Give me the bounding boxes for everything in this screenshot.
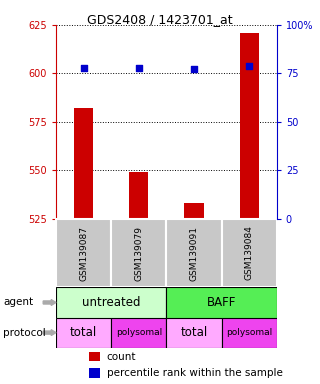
Bar <box>74 108 93 218</box>
Text: polysomal: polysomal <box>116 328 162 337</box>
Text: count: count <box>107 352 136 362</box>
Text: GSM139087: GSM139087 <box>79 225 88 280</box>
Text: GSM139084: GSM139084 <box>245 225 254 280</box>
Text: untreated: untreated <box>82 296 140 309</box>
Text: GSM139079: GSM139079 <box>134 225 143 280</box>
Bar <box>89 352 100 361</box>
Bar <box>166 318 222 348</box>
Bar <box>56 218 111 287</box>
Text: polysomal: polysomal <box>226 328 272 337</box>
Bar <box>56 287 166 318</box>
Text: total: total <box>180 326 208 339</box>
Bar <box>166 218 222 287</box>
Bar <box>166 287 277 318</box>
Text: GSM139091: GSM139091 <box>189 225 198 280</box>
Text: agent: agent <box>3 298 33 308</box>
Point <box>81 65 86 71</box>
Point <box>136 65 141 71</box>
Text: BAFF: BAFF <box>207 296 236 309</box>
Bar <box>221 318 277 348</box>
Text: GDS2408 / 1423701_at: GDS2408 / 1423701_at <box>87 13 233 26</box>
Bar <box>111 218 166 287</box>
Text: total: total <box>70 326 97 339</box>
Bar <box>89 368 100 378</box>
Point <box>191 66 196 73</box>
Text: protocol: protocol <box>3 328 46 338</box>
Bar <box>129 172 148 218</box>
Bar <box>111 318 166 348</box>
Bar <box>184 203 204 218</box>
Bar <box>240 33 259 218</box>
Bar <box>56 318 111 348</box>
Point <box>247 63 252 69</box>
Bar <box>221 218 277 287</box>
Text: percentile rank within the sample: percentile rank within the sample <box>107 368 283 378</box>
